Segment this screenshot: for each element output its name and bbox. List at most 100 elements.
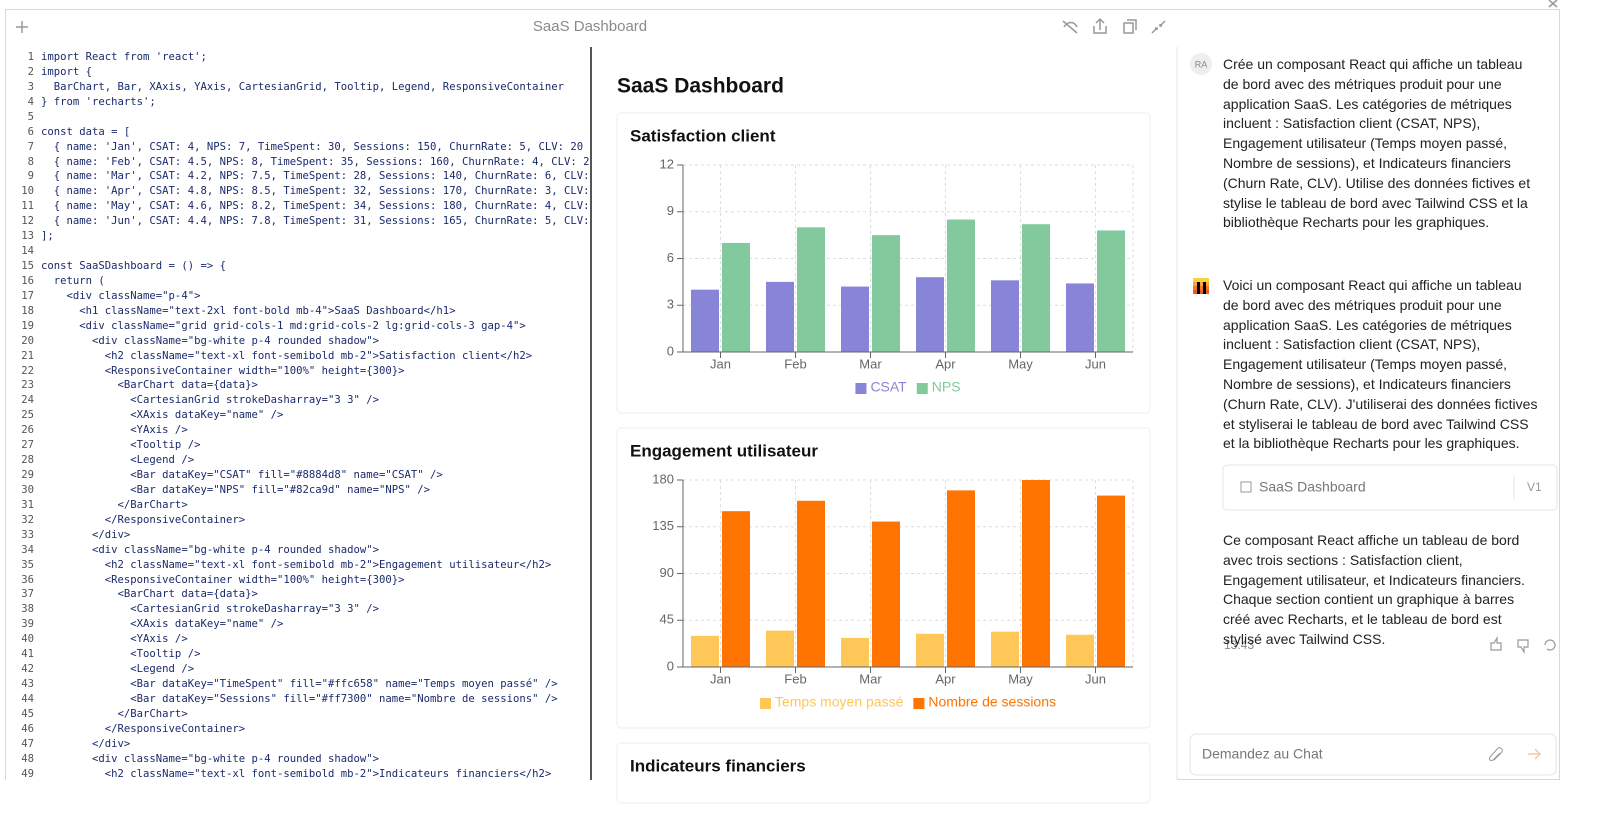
line-number: 17 (21, 289, 34, 302)
line-number: 43 (21, 678, 34, 691)
bar (1022, 480, 1050, 667)
code-line: </div> (41, 528, 131, 541)
user-avatar-label: RA (1195, 59, 1208, 69)
bar (947, 490, 975, 667)
code-line: <XAxis dataKey="name" /> (41, 409, 284, 422)
like-button[interactable] (1490, 635, 1502, 651)
line-number: 35 (21, 558, 34, 571)
code-line: <Legend /> (41, 454, 195, 467)
line-number: 1 (27, 51, 34, 63)
code-line: const SaaSDashboard = () => { (41, 260, 226, 273)
bar (947, 219, 975, 352)
code-editor[interactable]: 1 import React from 'react'; 2 import {3 Ba… (6, 47, 592, 780)
line-number: 44 (21, 692, 34, 705)
line-number: 45 (21, 707, 34, 720)
user-message: Crée un composant React qui affiche un t… (1223, 56, 1531, 231)
code-line: return ( (41, 274, 105, 287)
code-line: import { (41, 65, 93, 78)
close-button[interactable] (1548, 0, 1558, 8)
code-line: <div className="bg-white p-4 rounded sha… (41, 543, 380, 556)
line-number: 19 (21, 319, 34, 332)
share-button[interactable] (1093, 17, 1107, 34)
legend-label: Temps moyen passé (775, 694, 904, 710)
code-line: <ResponsiveContainer width="100%" height… (41, 573, 405, 586)
collapse-button[interactable] (1151, 20, 1166, 34)
x-tick-label: Apr (935, 671, 956, 686)
bar (1022, 224, 1050, 352)
input-placeholder: Demandez au Chat (1202, 746, 1323, 762)
window-title: SaaS Dashboard (532, 18, 648, 35)
line-number: 30 (21, 483, 34, 496)
x-tick-label: Apr (935, 356, 956, 371)
bar (1097, 495, 1125, 667)
line-number: 3 (27, 80, 34, 93)
attach-button[interactable] (1488, 747, 1503, 762)
artifact-icon (1240, 481, 1252, 493)
bar (722, 511, 750, 667)
assistant-message: Ce composant React affiche un tableau de… (1223, 532, 1525, 647)
line-number: 33 (21, 528, 34, 541)
card (616, 742, 1151, 804)
bar (691, 289, 719, 352)
bar (991, 631, 1019, 667)
assistant-avatar (1193, 278, 1209, 294)
code-line: BarChart, Bar, XAxis, YAxis, CartesianGr… (41, 80, 564, 93)
code-line: { name: 'Jun', CSAT: 4.4, NPS: 7.8, Time… (41, 215, 590, 228)
x-tick-label: Jan (710, 671, 731, 686)
line-number: 46 (21, 722, 34, 735)
artifact-card[interactable] (1222, 464, 1558, 511)
line-number: 27 (21, 439, 34, 452)
code-line: <BarChart data={data}> (41, 588, 258, 601)
legend-label: Nombre de sessions (928, 694, 1056, 710)
assistant-message: Voici un composant React qui affiche un … (1223, 277, 1538, 452)
x-tick-label: Jan (710, 356, 731, 371)
line-number: 29 (21, 469, 34, 482)
x-tick-label: Mar (859, 356, 882, 371)
line-number: 25 (21, 409, 34, 422)
code-line: <h1 className="text-2xl font-bold mb-4">… (41, 304, 456, 317)
bar (841, 286, 869, 352)
legend-swatch (916, 383, 928, 394)
legend-label: NPS (932, 379, 961, 395)
new-button[interactable] (16, 21, 28, 33)
line-number: 4 (27, 95, 34, 108)
line-number: 10 (21, 185, 34, 198)
code-line: <BarChart data={data}> (41, 379, 258, 392)
line-number: 12 (21, 215, 34, 228)
copy-button[interactable] (1123, 19, 1137, 34)
code-line: { name: 'Jan', CSAT: 4, NPS: 7, TimeSpen… (41, 140, 584, 153)
chart-title: Engagement utilisateur (630, 441, 818, 460)
dislike-button[interactable] (1517, 639, 1529, 655)
code-line: ]; (41, 230, 54, 243)
retry-button[interactable] (1544, 639, 1556, 651)
line-number: 5 (27, 110, 34, 123)
send-button[interactable] (1528, 748, 1542, 760)
code-line: <XAxis dataKey="name" /> (41, 618, 284, 631)
line-number: 14 (21, 245, 34, 258)
line-number: 13 (21, 230, 34, 243)
legend-swatch (913, 698, 925, 709)
x-tick-label: Feb (784, 671, 806, 686)
line-number: 23 (21, 379, 34, 392)
line-number: 2 (27, 65, 34, 78)
line-number: 36 (21, 573, 34, 586)
x-tick-label: May (1008, 671, 1033, 686)
code-line: <h2 className="text-xl font-semibold mb-… (41, 767, 552, 780)
line-number: 41 (21, 648, 34, 661)
user-avatar (1190, 53, 1212, 75)
code-line: <YAxis /> (41, 424, 188, 437)
line-number: 48 (21, 752, 34, 765)
x-tick-label: Jun (1085, 671, 1106, 686)
line-number: 39 (21, 618, 34, 631)
code-line: <CartesianGrid strokeDasharray="3 3" /> (41, 603, 380, 616)
y-tick-label: 0 (667, 658, 674, 673)
x-tick-label: May (1008, 356, 1033, 371)
chat-input[interactable] (1189, 733, 1557, 776)
hide-button[interactable] (1062, 20, 1078, 34)
dashboard-title: SaaS Dashboard (617, 75, 784, 98)
code-line: <div className="bg-white p-4 rounded sha… (41, 752, 380, 765)
code-line: </ResponsiveContainer> (41, 722, 246, 735)
line-number: 32 (21, 513, 34, 526)
bar (766, 281, 794, 352)
